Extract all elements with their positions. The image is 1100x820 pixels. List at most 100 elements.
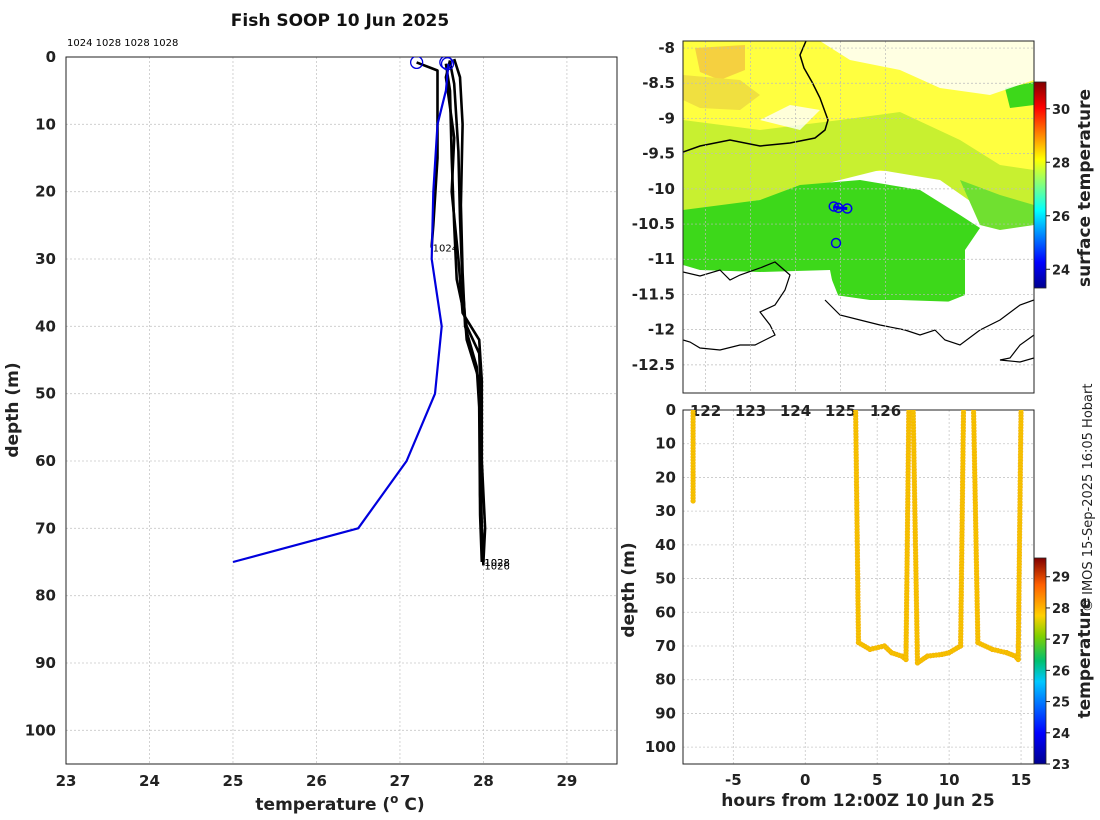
map-ytick-label: -11 bbox=[648, 250, 675, 268]
profile-xtick-label: 28 bbox=[473, 772, 494, 790]
profile-ytick-label: 50 bbox=[35, 385, 56, 403]
depth-time-xtick-label: -5 bbox=[725, 771, 742, 789]
profile-start-marker bbox=[440, 57, 455, 71]
map-xtick-label: 122 bbox=[690, 402, 721, 420]
sst-colorbar-tick-label: 30 bbox=[1052, 103, 1070, 118]
depth-time-xlabel: hours from 12:00Z 10 Jun 25 bbox=[721, 791, 994, 811]
map-ytick-label: -11.5 bbox=[632, 285, 675, 303]
temp-colorbar-ticks: 23 24 25 26 27 28 29 bbox=[1046, 571, 1070, 773]
map-panel: 122 123 124 125 126 -8 -8.5 -9 -9.5 -10 -10.5 -11 -1… bbox=[632, 39, 1095, 420]
profile-start-marker bbox=[409, 57, 424, 70]
sst-colorbar-tick-label: 28 bbox=[1052, 156, 1070, 171]
temp-colorbar-tick-label: 23 bbox=[1052, 758, 1070, 773]
sst-colorbar-tick-label: 24 bbox=[1052, 263, 1070, 278]
depth-time-ytick-label: 70 bbox=[655, 637, 676, 655]
profile-ytick-label: 60 bbox=[35, 452, 56, 470]
sst-colorbar-ticks: 24 26 28 30 bbox=[1046, 103, 1070, 278]
profile-grid bbox=[65, 56, 617, 764]
map-ytick-label: -12.5 bbox=[632, 356, 675, 374]
depth-time-ytick-label: 0 bbox=[666, 401, 676, 419]
coastline-north bbox=[683, 41, 829, 153]
depth-time-xtick-label: 0 bbox=[800, 771, 810, 789]
depth-time-panel: -5 0 5 10 15 0 10 20 30 40 50 60 70 80 90 100 hours fro… bbox=[619, 401, 1095, 811]
credit-text: © IMOS 15-Sep-2025 16:05 Hobart bbox=[1081, 384, 1096, 612]
profile-ytick-label: 70 bbox=[35, 519, 56, 537]
map-xtick-label: 125 bbox=[825, 402, 856, 420]
track-station-marker bbox=[828, 201, 839, 212]
profile-xlabel-tail: C) bbox=[398, 795, 424, 815]
profile-ylabel: depth (m) bbox=[3, 362, 23, 457]
map-ytick-label: -8.5 bbox=[642, 74, 675, 92]
map-ytick-label: -9 bbox=[658, 109, 675, 127]
profile-line bbox=[452, 58, 484, 563]
depth-time-ylabel: depth (m) bbox=[619, 542, 639, 637]
temp-colorbar-tick-label: 27 bbox=[1052, 633, 1070, 648]
map-ytick-label: -10.5 bbox=[632, 215, 675, 233]
profile-xtick-label: 25 bbox=[223, 772, 244, 790]
coastline-south bbox=[683, 261, 1034, 363]
depth-time-xtick-label: 10 bbox=[939, 771, 960, 789]
depth-time-ytick-label: 20 bbox=[655, 468, 676, 486]
map-ytick-label: -12 bbox=[648, 321, 675, 339]
profile-axes-frame bbox=[65, 56, 618, 765]
map-ticks: 122 123 124 125 126 -8 -8.5 -9 -9.5 -10 -10.5 -11 -1… bbox=[632, 39, 901, 420]
depth-time-ytick-label: 80 bbox=[655, 671, 676, 689]
profile-xlabel: temperature (o C) bbox=[255, 792, 424, 815]
profile-top-labels: 1024 1028 1028 1028 bbox=[67, 38, 178, 49]
profile-end-label: 1026 bbox=[484, 561, 509, 572]
map-xtick-label: 126 bbox=[870, 402, 901, 420]
sst-warm-patch-nw bbox=[695, 45, 745, 80]
depth-time-ticks: -5 0 5 10 15 0 10 20 30 40 50 60 70 80 90 100 bbox=[645, 401, 1032, 789]
sst-warm-patch-w bbox=[683, 75, 760, 110]
depth-time-xtick-label: 15 bbox=[1011, 771, 1032, 789]
profile-start-marker bbox=[439, 57, 453, 70]
sst-colorbar bbox=[1033, 81, 1047, 289]
profile-end-label: 1024 bbox=[433, 244, 458, 255]
profile-ytick-label: 100 bbox=[25, 721, 56, 739]
profile-end-label: 1028 bbox=[484, 558, 509, 569]
profile-ytick-label: 90 bbox=[35, 654, 56, 672]
depth-time-point bbox=[906, 410, 912, 413]
map-ytick-label: -8 bbox=[658, 39, 675, 57]
depth-time-ytick-label: 50 bbox=[655, 570, 676, 588]
map-xtick-label: 124 bbox=[780, 402, 811, 420]
temp-colorbar-tick-label: 25 bbox=[1052, 696, 1070, 711]
depth-time-points bbox=[690, 410, 1024, 666]
depth-time-xtick-label: 5 bbox=[872, 771, 882, 789]
profile-ytick-label: 20 bbox=[35, 183, 56, 201]
sst-green-east bbox=[960, 180, 1034, 230]
profile-ytick-label: 40 bbox=[35, 317, 56, 335]
profile-xtick-label: 27 bbox=[390, 772, 411, 790]
depth-time-ytick-label: 60 bbox=[655, 603, 676, 621]
profile-xtick-label: 23 bbox=[56, 772, 77, 790]
depth-time-point bbox=[690, 498, 696, 504]
profile-xtick-label: 26 bbox=[306, 772, 327, 790]
sst-yellowgreen bbox=[683, 112, 1034, 215]
depth-time-point bbox=[1018, 410, 1024, 413]
track-station-marker bbox=[842, 203, 853, 214]
temp-colorbar-tick-label: 26 bbox=[1052, 664, 1070, 679]
depth-time-ytick-label: 40 bbox=[655, 536, 676, 554]
profile-xtick-label: 29 bbox=[556, 772, 577, 790]
depth-time-ytick-label: 100 bbox=[645, 738, 676, 756]
profile-ytick-label: 0 bbox=[46, 48, 56, 66]
profile-ytick-label: 80 bbox=[35, 587, 56, 605]
profile-panel: 23 24 25 26 27 28 29 0 10 20 30 40 50 60 70 80 90 100 102… bbox=[3, 38, 618, 815]
map-grid bbox=[683, 41, 1034, 393]
temp-colorbar bbox=[1033, 557, 1047, 765]
sst-colorbar-tick-label: 26 bbox=[1052, 210, 1070, 225]
profile-lines bbox=[232, 57, 487, 566]
cloud-gap-north bbox=[820, 41, 1034, 95]
profile-ytick-label: 10 bbox=[35, 115, 56, 133]
track-station-marker bbox=[830, 237, 842, 249]
profile-ticks: 23 24 25 26 27 28 29 0 10 20 30 40 50 60 70 80 90 100 bbox=[25, 48, 578, 790]
map-field bbox=[683, 41, 1034, 393]
depth-time-ytick-label: 10 bbox=[655, 435, 676, 453]
map-xtick-label: 123 bbox=[735, 402, 766, 420]
chart-title: Fish SOOP 10 Jun 2025 bbox=[231, 11, 449, 31]
ship-track bbox=[828, 201, 853, 249]
map-ytick-label: -10 bbox=[648, 180, 675, 198]
climatology-line bbox=[232, 63, 450, 564]
